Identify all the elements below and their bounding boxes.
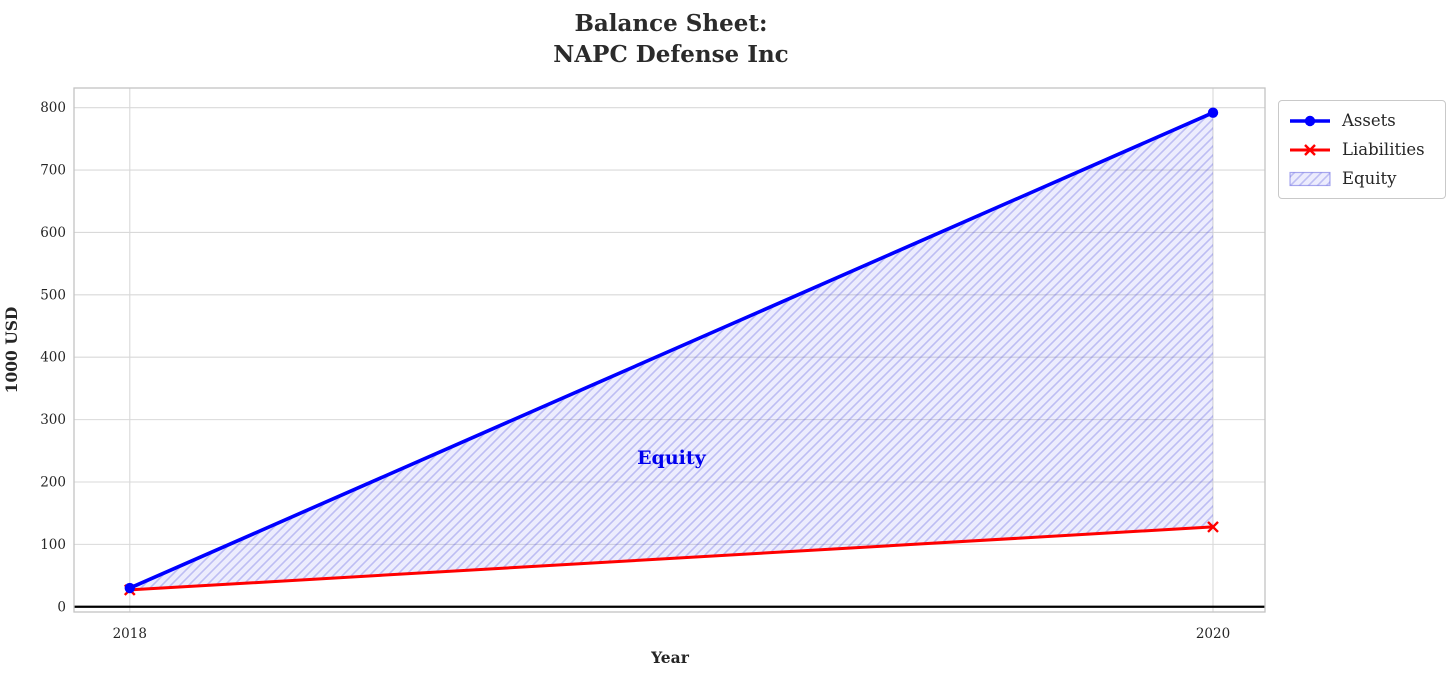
y-tick-label: 200 [40, 474, 66, 490]
legend-item-liabilities: Liabilities [1288, 137, 1434, 162]
assets-marker [124, 582, 135, 594]
y-tick-label: 100 [40, 537, 66, 553]
y-tick-label: 300 [40, 412, 66, 428]
plot-border [73, 87, 1266, 613]
assets-line [127, 110, 1215, 590]
assets-line-icon [1290, 115, 1330, 126]
y-tick-label: 400 [40, 350, 66, 366]
equity-patch-icon [1289, 171, 1331, 186]
y-axis-label: 1000 USD [2, 307, 21, 394]
chart-title-line1: Balance Sheet: [574, 10, 767, 37]
legend-label-assets: Assets [1342, 111, 1396, 130]
legend-label-equity: Equity [1342, 169, 1397, 188]
x-tick-label: 2020 [1196, 626, 1230, 642]
y-tick-label: 500 [40, 287, 66, 303]
tick-labels: 0 100 200 300 400 500 600 700 800 2018 2020 [40, 100, 1230, 642]
legend-label-liabilities: Liabilities [1342, 140, 1425, 159]
equity-annotation: Equity [637, 447, 707, 469]
legend: Assets Liabilities Equity [1278, 100, 1446, 199]
liabilities-line [128, 525, 1215, 592]
assets-marker [1207, 107, 1219, 118]
liabilities-marker [1207, 521, 1219, 533]
liabilities-line-icon [1290, 143, 1330, 156]
y-tick-label: 700 [40, 163, 66, 179]
x-axis-label: Year [650, 648, 690, 667]
y-tick-label: 800 [40, 100, 66, 116]
data-series [123, 107, 1219, 596]
y-tick-label: 600 [40, 225, 66, 241]
legend-item-equity: Equity [1288, 166, 1434, 191]
chart-title-line2: NAPC Defense Inc [553, 41, 788, 68]
y-tick-label: 0 [57, 599, 66, 615]
legend-item-assets: Assets [1288, 108, 1434, 133]
x-tick-label: 2018 [113, 626, 147, 642]
